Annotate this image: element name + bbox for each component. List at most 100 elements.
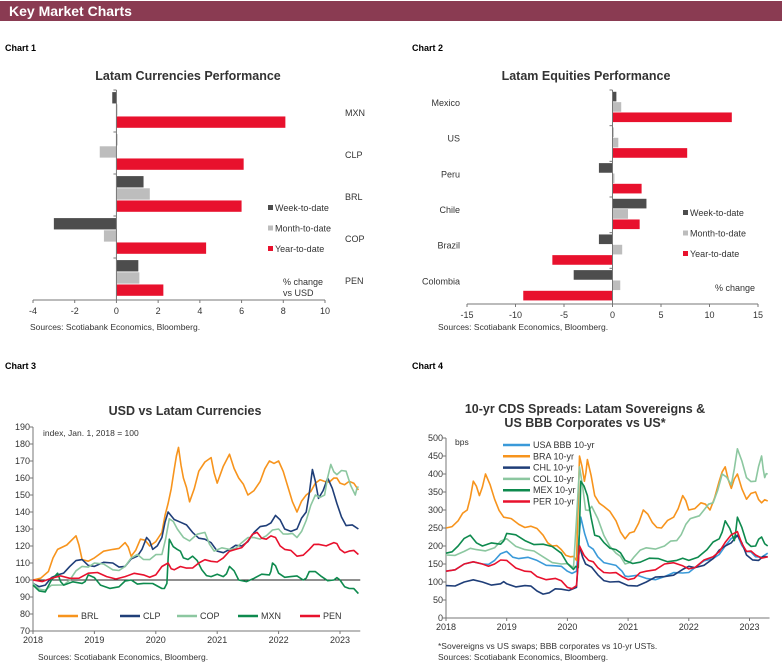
chart-4 <box>443 437 770 621</box>
y-tick-label: 250 <box>428 523 443 533</box>
chart-title: Latam Currencies Performance <box>95 69 281 83</box>
x-tick-label: 2021 <box>618 622 638 632</box>
bar-mexico-ytd <box>612 112 732 123</box>
y-tick-label: 450 <box>428 451 443 461</box>
bar-pen-mtd <box>116 272 140 284</box>
series-line-mex <box>445 480 769 571</box>
legend-label: Month-to-date <box>690 229 746 239</box>
bar-brazil-mtd <box>612 244 623 255</box>
category-label: US <box>447 134 460 144</box>
x-tick-label: 2022 <box>679 622 699 632</box>
y-tick-label: 140 <box>15 507 30 517</box>
x-tick-label: 2019 <box>84 635 104 645</box>
x-tick-label: 2020 <box>146 635 166 645</box>
unit-note: % change vs USD <box>283 277 323 298</box>
legend-label: Week-to-date <box>275 203 329 213</box>
legend-label: USA BBB 10-yr <box>533 440 595 450</box>
x-tick-label: 2021 <box>207 635 227 645</box>
bar-us-ytd <box>612 148 688 158</box>
x-tick-label: -5 <box>560 310 568 320</box>
y-tick-label: 90 <box>20 592 30 602</box>
legend-label: Month-to-date <box>275 224 331 234</box>
x-tick-label: 2023 <box>330 635 350 645</box>
category-label: Brazil <box>437 241 460 251</box>
legend-label: PER 10-yr <box>533 497 575 507</box>
section-title: Key Market Charts <box>9 3 132 19</box>
bar-clp-ytd <box>116 158 244 170</box>
y-tick-label: 190 <box>15 422 30 432</box>
legend-swatch-mtd <box>268 225 273 231</box>
chart-1 <box>32 89 326 303</box>
y-tick-label: 50 <box>433 595 443 605</box>
x-tick-label: -2 <box>71 306 79 316</box>
bar-brl-ytd <box>116 200 242 212</box>
bar-us-mtd <box>612 137 619 148</box>
bar-pen-wtd <box>116 260 139 272</box>
y-tick-label: 500 <box>428 433 443 443</box>
bar-mexico-wtd <box>612 91 617 102</box>
x-tick-label: 2 <box>156 306 161 316</box>
chart-title: Latam Equities Performance <box>502 69 671 83</box>
category-label: Colombia <box>422 276 460 286</box>
legend-label: MXN <box>261 611 281 621</box>
bar-peru-ytd <box>612 183 642 194</box>
y-tick-label: 200 <box>428 541 443 551</box>
y-tick-label: 300 <box>428 505 443 515</box>
x-tick-label: 5 <box>658 310 663 320</box>
y-tick-label: 100 <box>428 577 443 587</box>
bar-peru-mtd <box>612 173 615 184</box>
category-label: BRL <box>345 192 363 202</box>
bar-peru-wtd <box>598 163 613 173</box>
chart-title: 10-yr CDS Spreads: Latam Sovereigns & <box>465 402 705 416</box>
series-line-usa <box>445 516 769 581</box>
source-note: Sources: Scotiabank Economics, Bloomberg… <box>438 652 608 662</box>
x-tick-label: 2020 <box>557 622 577 632</box>
bar-mxn-wtd <box>112 92 117 104</box>
x-tick-label: 2023 <box>739 622 759 632</box>
category-label: Chile <box>439 205 460 215</box>
bar-brazil-wtd <box>598 234 613 245</box>
y-axis-label: index, Jan. 1, 2018 = 100 <box>43 428 139 438</box>
bar-mexico-mtd <box>612 102 622 112</box>
legend-label: Week-to-date <box>690 208 744 218</box>
category-label: CLP <box>345 150 363 160</box>
category-label: Peru <box>441 169 460 179</box>
y-tick-label: 350 <box>428 487 443 497</box>
bar-chile-ytd <box>612 219 640 230</box>
y-tick-label: 70 <box>20 626 30 636</box>
unit-note: % change <box>715 283 755 293</box>
legend-label: PEN <box>323 611 342 621</box>
bar-pen-ytd <box>116 284 164 296</box>
y-tick-label: 180 <box>15 439 30 449</box>
x-tick-label: 2019 <box>497 622 517 632</box>
bar-colombia-wtd <box>573 270 613 280</box>
bar-brl-wtd <box>116 176 144 188</box>
series-line-per <box>445 530 768 590</box>
x-tick-label: 10 <box>320 306 330 316</box>
chart-4-label: Chart 4 <box>412 361 444 371</box>
series-line-clp <box>32 468 359 588</box>
x-tick-label: 15 <box>753 310 763 320</box>
y-tick-label: 160 <box>15 473 30 483</box>
y-axis-label: bps <box>455 437 469 447</box>
y-tick-label: 110 <box>16 558 30 568</box>
legend-label: MEX 10-yr <box>533 485 576 495</box>
chart-3 <box>30 426 361 634</box>
x-tick-label: -4 <box>29 306 37 316</box>
series-line-col <box>445 447 768 569</box>
legend-label: CLP <box>143 611 161 621</box>
legend-swatch-mtd <box>683 230 688 236</box>
series-line-chl <box>445 534 768 595</box>
legend-label: Year-to-date <box>275 244 324 254</box>
x-tick-label: 8 <box>281 306 286 316</box>
x-tick-label: 0 <box>610 310 615 320</box>
x-tick-label: 6 <box>239 306 244 316</box>
y-tick-label: 100 <box>15 575 30 585</box>
legend-swatch-ytd <box>268 246 273 251</box>
bar-cop-mtd <box>103 230 117 242</box>
legend-label: BRA 10-yr <box>533 451 574 461</box>
category-label: COP <box>345 234 365 244</box>
y-tick-label: 150 <box>15 490 30 500</box>
y-tick-label: 0 <box>438 613 443 623</box>
